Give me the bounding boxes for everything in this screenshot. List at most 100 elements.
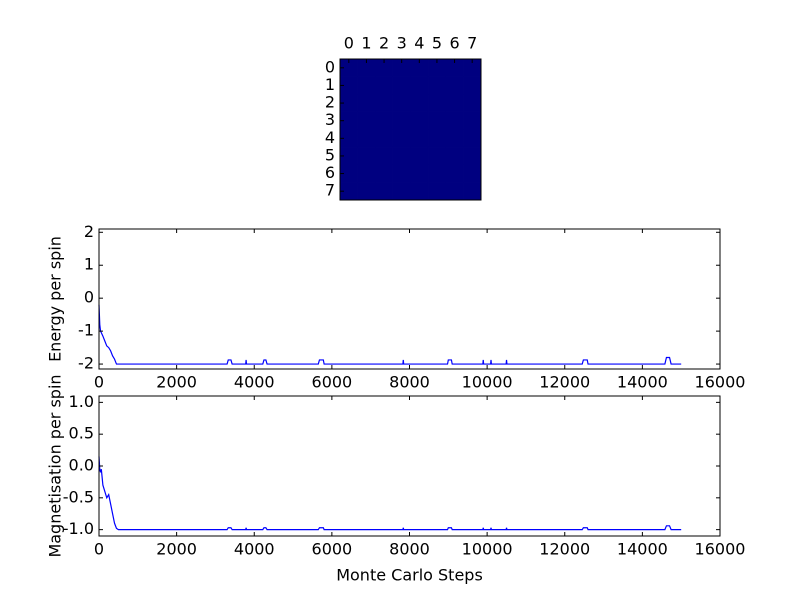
x-tick-label: 16000	[695, 540, 746, 559]
x-tick-label: 14000	[617, 373, 668, 392]
x-tick-label: 0	[94, 540, 104, 559]
heatmap-cell	[357, 129, 376, 148]
heatmap-cell	[375, 146, 394, 165]
heatmap-cell	[410, 182, 429, 201]
x-tick-label: 6	[449, 34, 459, 53]
heatmap-cell	[463, 146, 482, 165]
axes-frame	[339, 58, 482, 201]
heatmap-cell	[357, 146, 376, 165]
y-tick-label: 3	[325, 110, 335, 129]
y-tick-label: 0	[84, 288, 94, 307]
heatmap-cell	[392, 76, 411, 95]
x-tick-label: 0	[344, 34, 354, 53]
heatmap-cell	[357, 164, 376, 183]
axes-frame	[98, 228, 721, 370]
x-tick-label: 14000	[617, 540, 668, 559]
heatmap-cell	[392, 182, 411, 201]
x-tick-label: 4000	[234, 540, 275, 559]
axes-frame	[98, 395, 721, 537]
x-tick-label: 6000	[312, 540, 353, 559]
x-tick-label: 4	[414, 34, 424, 53]
x-tick-label: 16000	[695, 373, 746, 392]
heatmap-cell	[445, 164, 464, 183]
x-tick-label: 10000	[462, 540, 513, 559]
x-tick-label: 8000	[389, 373, 430, 392]
heatmap-cell	[357, 111, 376, 130]
x-axis-label: Monte Carlo Steps	[336, 566, 483, 585]
heatmap-cell	[375, 164, 394, 183]
y-tick-label: 1.0	[69, 392, 94, 411]
heatmap-cell	[427, 182, 446, 201]
x-tick-label: 12000	[539, 373, 590, 392]
heatmap-cell	[375, 129, 394, 148]
heatmap-cell	[357, 76, 376, 95]
y-tick-label: 6	[325, 163, 335, 182]
y-tick-label: 7	[325, 181, 335, 200]
heatmap-cell	[427, 94, 446, 113]
heatmap-cell	[410, 146, 429, 165]
heatmap-cell	[445, 94, 464, 113]
heatmap-cell	[463, 94, 482, 113]
heatmap-cell	[427, 129, 446, 148]
heatmap-cell	[463, 164, 482, 183]
heatmap-cell	[375, 111, 394, 130]
y-tick-label: 1	[84, 255, 94, 274]
heatmap-cell	[463, 111, 482, 130]
heatmap-cell	[445, 182, 464, 201]
heatmap-cell	[427, 164, 446, 183]
y-tick-label: -2	[78, 354, 94, 373]
heatmap-cell	[357, 94, 376, 113]
x-tick-label: 6000	[312, 373, 353, 392]
x-tick-label: 2	[379, 34, 389, 53]
heatmap-cell	[445, 129, 464, 148]
data-line	[98, 456, 682, 531]
x-tick-label: 7	[467, 34, 477, 53]
heatmap-cell	[410, 94, 429, 113]
y-tick-label: 1	[325, 75, 335, 94]
y-axis-label: Magnetisation per spin	[46, 374, 65, 557]
heatmap-cell	[392, 111, 411, 130]
x-tick-label: 10000	[462, 373, 513, 392]
heatmap-cell	[427, 146, 446, 165]
heatmap-cell	[392, 164, 411, 183]
y-tick-label: 2	[84, 222, 94, 241]
heatmap-cell	[445, 146, 464, 165]
heatmap-cell	[392, 129, 411, 148]
y-tick-label: 4	[325, 128, 335, 147]
heatmap-cell	[463, 129, 482, 148]
heatmap-cell	[410, 76, 429, 95]
y-tick-label: 2	[325, 93, 335, 112]
y-tick-label: -0.5	[63, 487, 94, 506]
heatmap-cell	[445, 76, 464, 95]
x-tick-label: 0	[94, 373, 104, 392]
y-tick-label: 0	[325, 57, 335, 76]
x-tick-label: 8000	[389, 540, 430, 559]
heatmap-cell	[410, 111, 429, 130]
y-tick-label: 5	[325, 145, 335, 164]
heatmap-cell	[445, 111, 464, 130]
heatmap-cell	[375, 94, 394, 113]
y-tick-label: 0.0	[69, 456, 94, 475]
heatmap-cell	[410, 129, 429, 148]
data-line	[98, 304, 682, 365]
x-tick-label: 2000	[156, 540, 197, 559]
heatmap-cell	[357, 182, 376, 201]
heatmap-cell	[410, 164, 429, 183]
heatmap-cell	[392, 146, 411, 165]
heatmap-cell	[375, 76, 394, 95]
heatmap-cell	[427, 76, 446, 95]
x-tick-label: 3	[397, 34, 407, 53]
y-axis-label: Energy per spin	[46, 236, 65, 362]
x-tick-label: 5	[432, 34, 442, 53]
x-tick-label: 12000	[539, 540, 590, 559]
x-tick-label: 4000	[234, 373, 275, 392]
x-tick-label: 1	[361, 34, 371, 53]
x-tick-label: 2000	[156, 373, 197, 392]
heatmap-cell	[463, 182, 482, 201]
heatmap-cell	[427, 111, 446, 130]
y-tick-label: 0.5	[69, 424, 94, 443]
y-tick-label: -1	[78, 321, 94, 340]
heatmap-cell	[463, 76, 482, 95]
y-tick-label: -1.0	[63, 519, 94, 538]
